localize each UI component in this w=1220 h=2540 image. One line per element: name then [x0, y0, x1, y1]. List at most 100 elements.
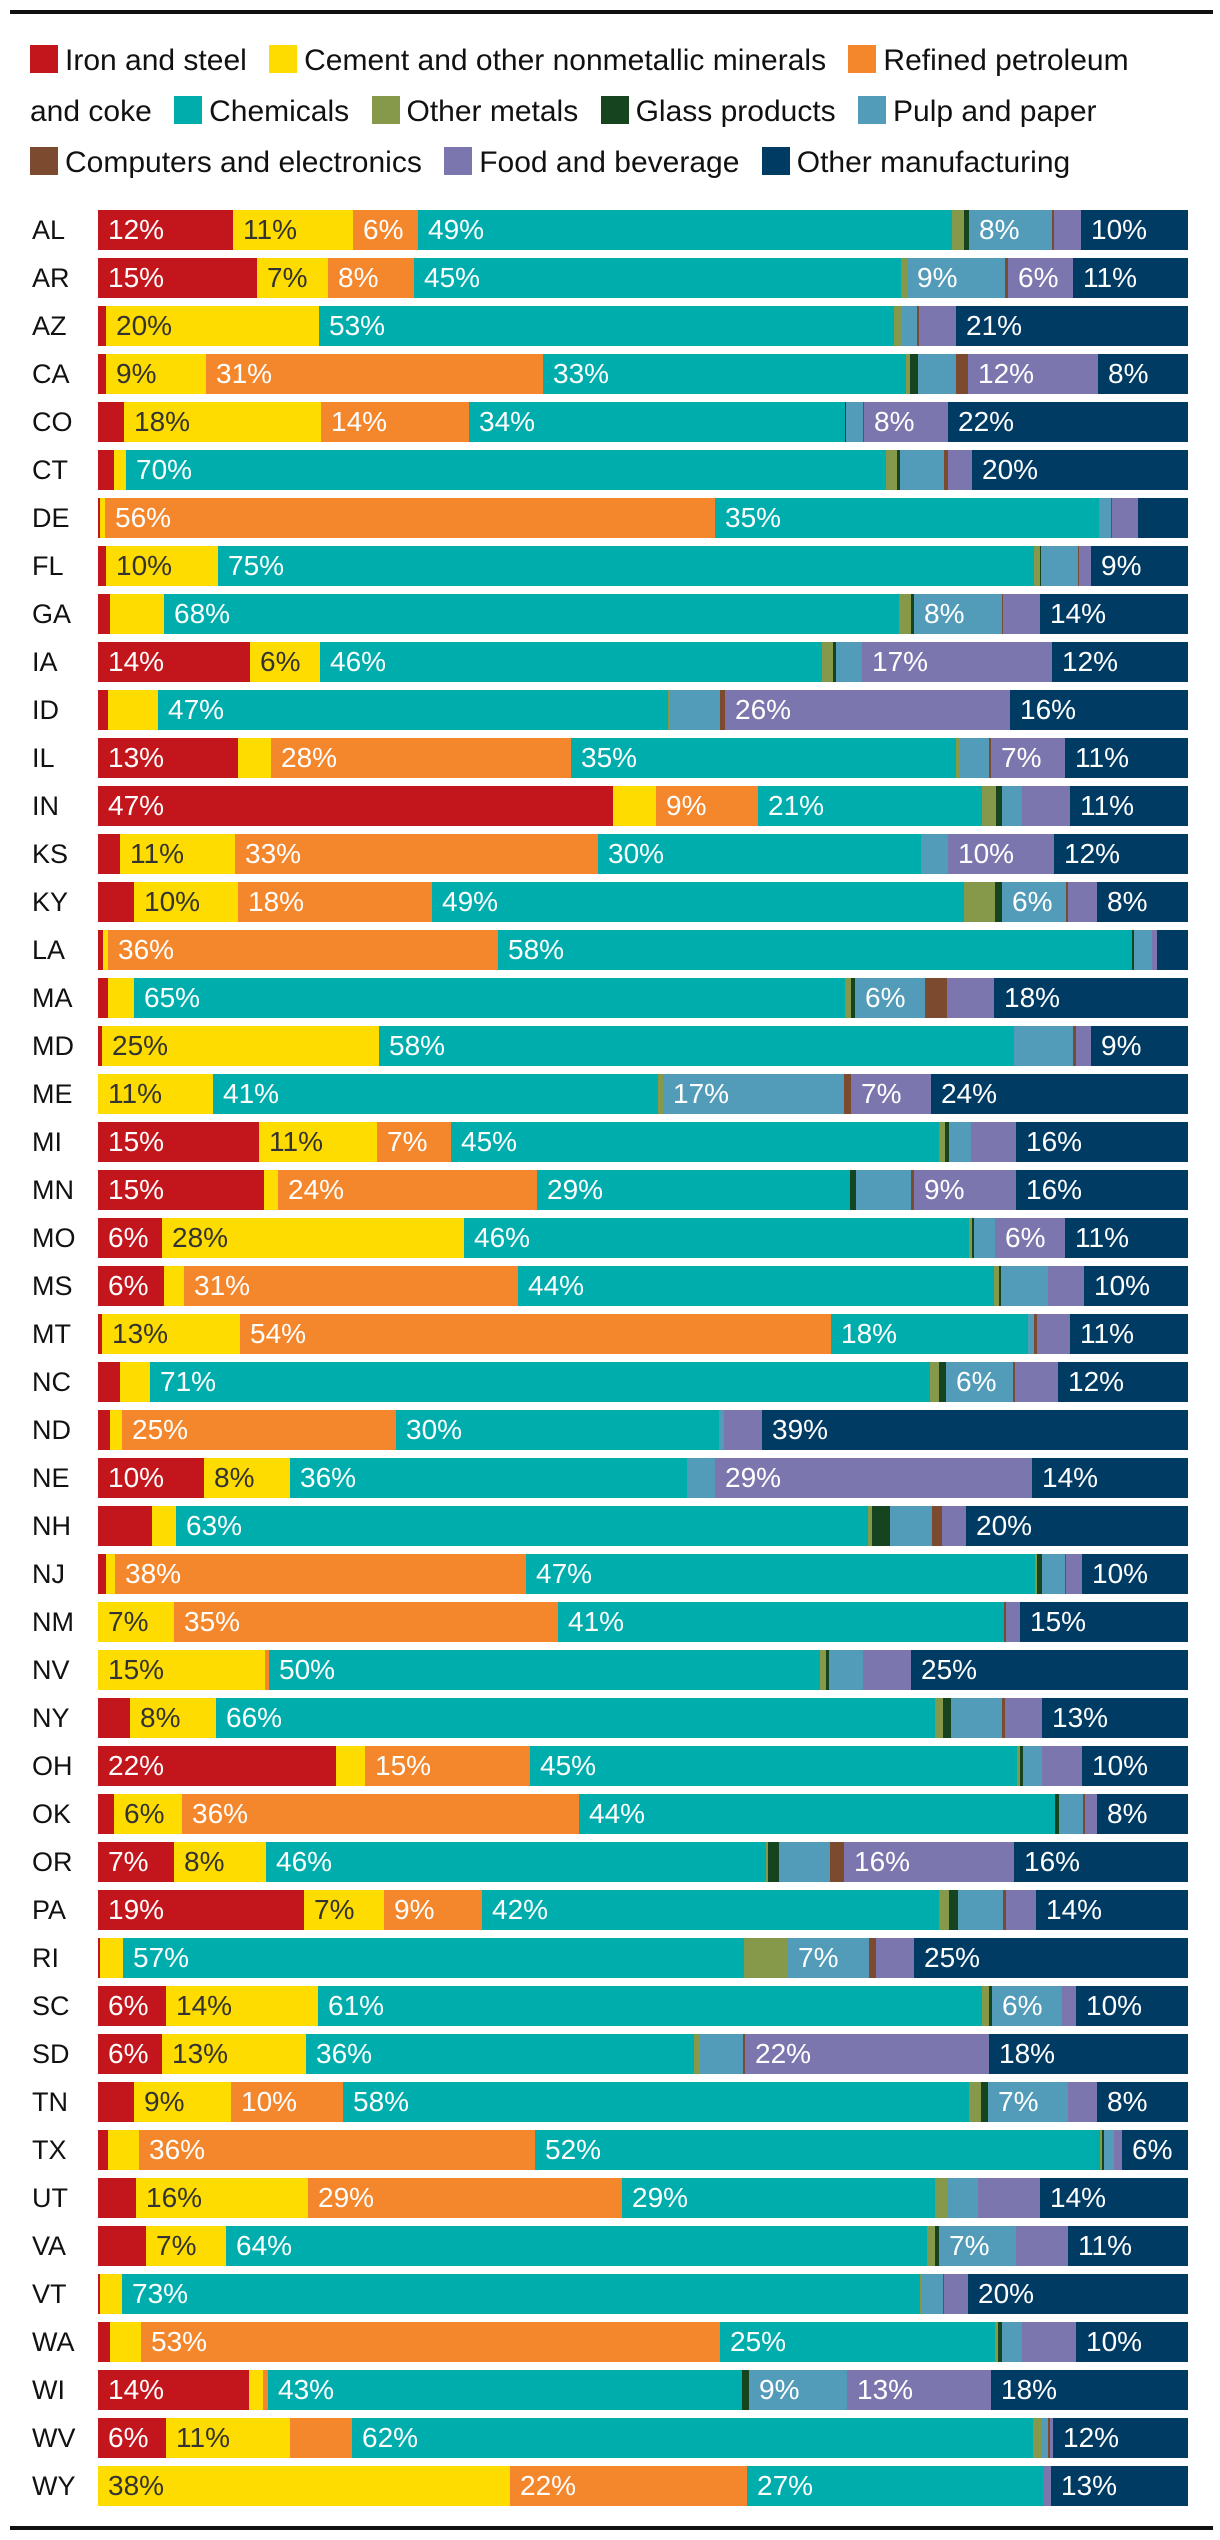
bar-segment-chemicals: 30%: [396, 1410, 719, 1450]
bar-segment-iron-and-steel: [98, 594, 110, 634]
stacked-bar: 6% 13% 36% 22% 18%: [98, 2034, 1188, 2074]
stacked-bar: 15% 11% 7% 45% 16%: [98, 1122, 1188, 1162]
bar-segment-iron-and-steel: 14%: [98, 2370, 249, 2410]
legend-swatch-computers-and-electronics: [30, 147, 58, 175]
bar-segment-iron-and-steel: [98, 1362, 120, 1402]
data-label: 45%: [540, 1750, 597, 1781]
data-label: 35%: [184, 1606, 241, 1637]
bar-segment-cement-and-other-nonmetallic-minerals: 11%: [98, 1074, 213, 1114]
data-label: 14%: [1050, 598, 1107, 629]
legend-label-iron-and-steel: Iron and steel: [65, 44, 247, 77]
bar-row-tx: TX 36% 52% 6%: [0, 2130, 1220, 2170]
bar-segment-computers-and-electronics: [1078, 546, 1079, 586]
stacked-bar: 65% 6% 18%: [98, 978, 1188, 1018]
stacked-bar: 6% 31% 44% 10%: [98, 1266, 1188, 1306]
data-label: 9%: [759, 2374, 800, 2405]
category-label: MT: [32, 1319, 71, 1349]
category-label: TX: [32, 2135, 67, 2165]
bar-segment-food-and-beverage: [971, 1122, 1016, 1162]
data-label: 16%: [854, 1846, 911, 1877]
data-label: 58%: [389, 1030, 446, 1061]
bar-segment-other-manufacturing: 16%: [1016, 1122, 1188, 1162]
data-label: 11%: [243, 214, 297, 245]
data-label: 34%: [479, 406, 536, 437]
data-label: 16%: [1024, 1846, 1081, 1877]
category-label: NM: [32, 1607, 74, 1637]
data-label: 26%: [735, 694, 792, 725]
bar-segment-cement-and-other-nonmetallic-minerals: 18%: [124, 402, 321, 442]
category-label: IL: [32, 743, 55, 773]
bar-segment-pulp-and-paper: [960, 738, 989, 778]
bar-segment-pulp-and-paper: [1002, 786, 1022, 826]
stacked-bar: 9% 10% 58% 7% 8%: [98, 2082, 1188, 2122]
bar-segment-pulp-and-paper: [922, 2274, 943, 2314]
bar-segment-food-and-beverage: [1114, 2130, 1122, 2170]
data-label: 7%: [1001, 742, 1042, 773]
bar-segment-chemicals: 43%: [268, 2370, 742, 2410]
data-label: 8%: [140, 1702, 181, 1733]
bar-segment-other-manufacturing: 10%: [1081, 210, 1188, 250]
stacked-bar: 63% 20%: [98, 1506, 1188, 1546]
bar-segment-iron-and-steel: [98, 2274, 100, 2314]
bar-segment-computers-and-electronics: [1065, 1554, 1066, 1594]
bar-segment-refined-petroleum-and-coke: [265, 1650, 269, 1690]
data-label: 14%: [1050, 2182, 1107, 2213]
legend-label-pulp-and-paper: Pulp and paper: [893, 95, 1097, 128]
bar-segment-other-manufacturing: 15%: [1020, 1602, 1188, 1642]
bar-segment-chemicals: 58%: [343, 2082, 969, 2122]
data-label: 7%: [108, 1606, 149, 1637]
data-label: 28%: [281, 742, 338, 773]
category-label: MD: [32, 1031, 74, 1061]
data-label: 22%: [108, 1750, 165, 1781]
bar-segment-cement-and-other-nonmetallic-minerals: [249, 2370, 263, 2410]
category-label: MS: [32, 1271, 73, 1301]
data-label: 20%: [982, 454, 1039, 485]
category-label: CA: [32, 359, 70, 389]
data-label: 64%: [236, 2230, 293, 2261]
category-label: NE: [32, 1463, 70, 1493]
bar-segment-computers-and-electronics: [1034, 1314, 1037, 1354]
category-label: AR: [32, 263, 70, 293]
bar-segment-glass-products: [964, 210, 969, 250]
bar-segment-chemicals: 57%: [123, 1938, 744, 1978]
bar-segment-pulp-and-paper: [1028, 1314, 1034, 1354]
data-label: 20%: [978, 2278, 1035, 2309]
bar-row-co: CO 18% 14% 34% 8% 22%: [0, 402, 1220, 442]
bar-segment-cement-and-other-nonmetallic-minerals: 8%: [130, 1698, 216, 1738]
bar-row-nm: NM 7% 35% 41% 15%: [0, 1602, 1220, 1642]
category-label: ND: [32, 1415, 71, 1445]
data-label: 8%: [979, 214, 1020, 245]
category-label: WA: [32, 2327, 75, 2357]
bar-segment-glass-products: [851, 978, 855, 1018]
data-label: 8%: [1108, 358, 1149, 389]
bar-segment-computers-and-electronics: [989, 738, 991, 778]
bar-segment-other-manufacturing: 11%: [1073, 258, 1188, 298]
bar-segment-refined-petroleum-and-coke: 29%: [308, 2178, 622, 2218]
bar-segment-other-metals: [901, 258, 907, 298]
bar-segment-other-manufacturing: [1138, 498, 1188, 538]
bar-segment-other-metals: [969, 1218, 972, 1258]
data-label: 25%: [132, 1414, 189, 1445]
data-label: 15%: [108, 262, 165, 293]
bar-segment-chemicals: 58%: [379, 1026, 1014, 1066]
data-label: 6%: [1018, 262, 1059, 293]
bar-segment-pulp-and-paper: [890, 1506, 932, 1546]
data-label: 54%: [250, 1318, 307, 1349]
bar-segment-food-and-beverage: [942, 1506, 966, 1546]
bar-row-wy: WY 38% 22% 27% 13%: [0, 2466, 1220, 2506]
legend-label-food-and-beverage: Food and beverage: [479, 146, 740, 179]
data-label: 39%: [772, 1414, 829, 1445]
bar-segment-refined-petroleum-and-coke: 25%: [122, 1410, 396, 1450]
bar-segment-refined-petroleum-and-coke: [290, 2418, 352, 2458]
bar-segment-refined-petroleum-and-coke: 36%: [108, 930, 498, 970]
bar-segment-pulp-and-paper: [1002, 2322, 1022, 2362]
bar-segment-glass-products: [981, 2082, 988, 2122]
data-label: 29%: [318, 2182, 375, 2213]
bar-segment-refined-petroleum-and-coke: 33%: [235, 834, 598, 874]
stacked-bar: 9% 31% 33% 12% 8%: [98, 354, 1188, 394]
bar-segment-computers-and-electronics: [1002, 594, 1003, 634]
data-label: 57%: [133, 1942, 190, 1973]
data-label: 65%: [144, 982, 201, 1013]
data-label: 9%: [666, 790, 707, 821]
bar-segment-iron-and-steel: [98, 1506, 152, 1546]
